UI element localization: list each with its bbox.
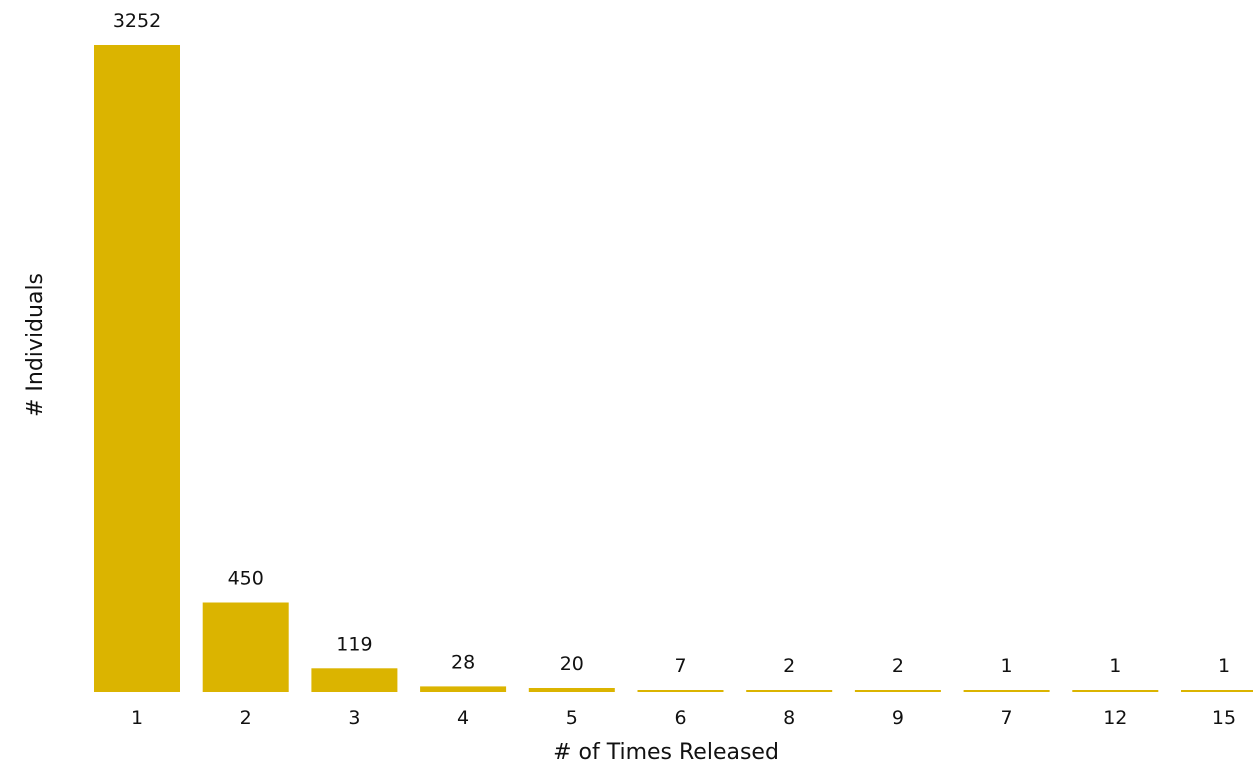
x-tick-label-8: 8 [783, 707, 795, 729]
bars-group [94, 45, 1253, 692]
x-tick-label-1: 1 [131, 707, 143, 729]
value-label-5: 20 [560, 653, 584, 675]
x-tick-label-6: 6 [674, 707, 686, 729]
bar-8 [746, 690, 833, 692]
value-label-12: 1 [1109, 655, 1121, 677]
bar-15 [1181, 690, 1253, 692]
x-tick-label-9: 9 [892, 707, 904, 729]
x-tick-label-7: 7 [1001, 707, 1013, 729]
value-label-1: 3252 [113, 10, 161, 32]
x-tick-label-2: 2 [240, 707, 252, 729]
bar-9 [854, 690, 941, 692]
x-tick-label-3: 3 [348, 707, 360, 729]
x-tick-label-4: 4 [457, 707, 469, 729]
x-tick-label-15: 15 [1212, 707, 1236, 729]
bar-6 [637, 690, 724, 692]
bar-5 [528, 688, 615, 692]
value-label-8: 2 [783, 655, 795, 677]
bar-4 [420, 686, 507, 692]
value-label-7: 1 [1001, 655, 1013, 677]
value-label-6: 7 [674, 655, 686, 677]
value-label-15: 1 [1218, 655, 1230, 677]
bar-2 [202, 602, 289, 692]
x-axis-title: # of Times Released [553, 740, 779, 765]
value-label-3: 119 [336, 633, 372, 655]
value-label-9: 2 [892, 655, 904, 677]
bar-7 [963, 690, 1050, 692]
x-tick-labels-group: 1 2 3 4 5 6 8 9 7 12 15 [131, 707, 1236, 729]
value-labels-group: 3252 450 119 28 20 7 2 2 1 1 1 [113, 10, 1230, 677]
bar-12 [1072, 690, 1159, 692]
y-axis-title: # Individuals [23, 273, 48, 417]
bar-3 [311, 668, 398, 692]
value-label-2: 450 [228, 568, 264, 590]
value-label-4: 28 [451, 651, 475, 673]
x-tick-label-5: 5 [566, 707, 578, 729]
bar-1 [94, 45, 180, 692]
x-tick-label-12: 12 [1103, 707, 1127, 729]
